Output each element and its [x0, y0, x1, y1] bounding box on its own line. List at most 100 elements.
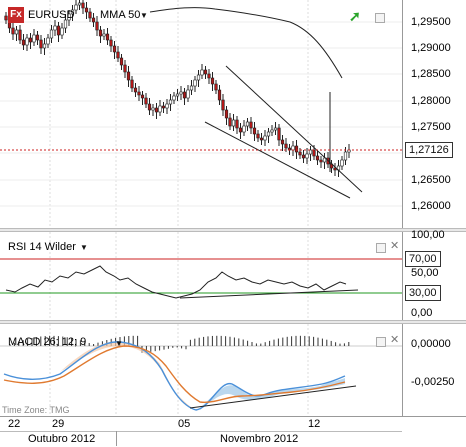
bull-candle	[151, 107, 155, 111]
rsi-axis-label: 100,00	[411, 229, 445, 241]
macd-pane[interactable]	[0, 324, 402, 416]
macd-menu-chevron-icon[interactable]: ▼	[115, 339, 123, 348]
bull-candle	[70, 9, 75, 15]
bear-candle	[112, 45, 117, 53]
bear-candle	[154, 107, 159, 113]
trendline	[204, 121, 351, 199]
bull-candle	[189, 85, 194, 91]
bull-candle	[53, 25, 57, 31]
bear-candle	[214, 83, 218, 91]
bear-candle	[130, 79, 134, 89]
bear-candle	[140, 94, 145, 99]
rsi-axis-label: 50,00	[411, 267, 439, 279]
bull-candle	[74, 4, 78, 11]
bear-candle	[256, 133, 260, 139]
bear-candle	[210, 77, 215, 85]
bull-candle	[322, 157, 327, 163]
macd-close-icon[interactable]: ✕	[390, 334, 400, 346]
bear-candle	[105, 33, 110, 41]
bull-candle	[308, 149, 313, 155]
price-axis-label: 1,29000	[411, 42, 451, 54]
bull-candle	[63, 19, 68, 29]
bear-candle	[284, 143, 288, 149]
macd-chart[interactable]	[0, 324, 402, 416]
day-label: 22	[8, 418, 21, 430]
day-label: 12	[308, 418, 321, 430]
bull-candle	[273, 127, 278, 131]
maximize-pane-button[interactable]	[375, 13, 385, 23]
overlay-menu-chevron-icon[interactable]: ▼	[140, 11, 148, 20]
bull-candle	[305, 153, 309, 159]
price-chart[interactable]	[0, 0, 402, 228]
bull-candle	[270, 129, 274, 133]
bull-candle	[343, 151, 348, 161]
macd-axis-label: 0,00000	[411, 338, 451, 350]
bull-candle	[158, 105, 162, 113]
bull-candle	[231, 119, 236, 127]
rsi-level-high-badge: 70,00	[405, 251, 441, 267]
bull-candle	[60, 27, 64, 36]
bull-candle	[193, 79, 197, 87]
bear-candle	[144, 97, 148, 105]
symbol-label: EURUSD	[28, 9, 75, 21]
bull-candle	[77, 2, 82, 6]
bear-candle	[98, 29, 103, 37]
rsi-axis-label: 0,00	[411, 307, 433, 319]
bear-candle	[203, 69, 208, 75]
trendline	[225, 65, 363, 193]
rsi-pane[interactable]	[0, 232, 402, 320]
price-axis-label: 1,28000	[411, 95, 451, 107]
moving-average-line	[149, 7, 343, 79]
macd-title: MACD 26; 12; 9	[8, 336, 87, 348]
month-label: Novembro 2012	[220, 433, 299, 445]
day-label: 05	[178, 418, 191, 430]
bear-candle	[95, 21, 99, 31]
bear-candle	[39, 39, 43, 49]
bear-candle	[21, 39, 26, 46]
bear-candle	[301, 154, 306, 159]
bull-candle	[102, 33, 106, 37]
bear-candle	[207, 73, 211, 79]
bear-candle	[18, 29, 22, 41]
bear-candle	[298, 151, 302, 156]
macd-axis: 0,00000 -0,00250	[402, 324, 466, 416]
macd-minimize-button[interactable]	[376, 337, 386, 347]
pane-splitter[interactable]	[0, 320, 466, 324]
bear-candle	[161, 105, 166, 109]
bull-candle	[46, 37, 50, 45]
bull-candle	[179, 91, 183, 95]
rsi-menu-chevron-icon[interactable]: ▼	[80, 243, 88, 252]
timezone-label: Time Zone: TMG	[2, 405, 70, 415]
bull-candle	[67, 13, 71, 21]
rsi-close-icon[interactable]: ✕	[390, 240, 400, 252]
rsi-minimize-button[interactable]	[376, 243, 386, 253]
bear-candle	[235, 119, 239, 129]
macd-line	[3, 341, 346, 411]
bear-candle	[228, 117, 232, 127]
price-pane[interactable]	[0, 0, 402, 228]
pane-splitter[interactable]	[0, 228, 466, 232]
bear-candle	[319, 159, 323, 163]
day-label: 29	[52, 418, 65, 430]
price-axis-label: 1,29500	[411, 16, 451, 28]
bull-candle	[172, 95, 176, 101]
bear-candle	[91, 17, 96, 23]
bear-candle	[224, 109, 229, 119]
bear-candle	[126, 71, 131, 81]
price-axis: 1,29500 1,29000 1,28500 1,28000 1,27500 …	[402, 0, 466, 228]
bear-candle	[109, 39, 113, 47]
bear-candle	[123, 64, 127, 73]
rsi-chart[interactable]	[0, 232, 402, 320]
macd-trendline	[189, 385, 357, 409]
bear-candle	[137, 91, 141, 96]
time-axis-divider	[0, 431, 402, 432]
bear-candle	[280, 139, 285, 145]
bear-candle	[252, 127, 257, 135]
symbol-icon[interactable]: Fx	[8, 7, 24, 23]
price-axis-label: 1,27500	[411, 121, 451, 133]
bull-candle	[196, 74, 201, 81]
month-divider	[116, 431, 117, 446]
bear-candle	[28, 37, 33, 43]
bull-candle	[340, 159, 344, 167]
bear-candle	[294, 145, 299, 153]
